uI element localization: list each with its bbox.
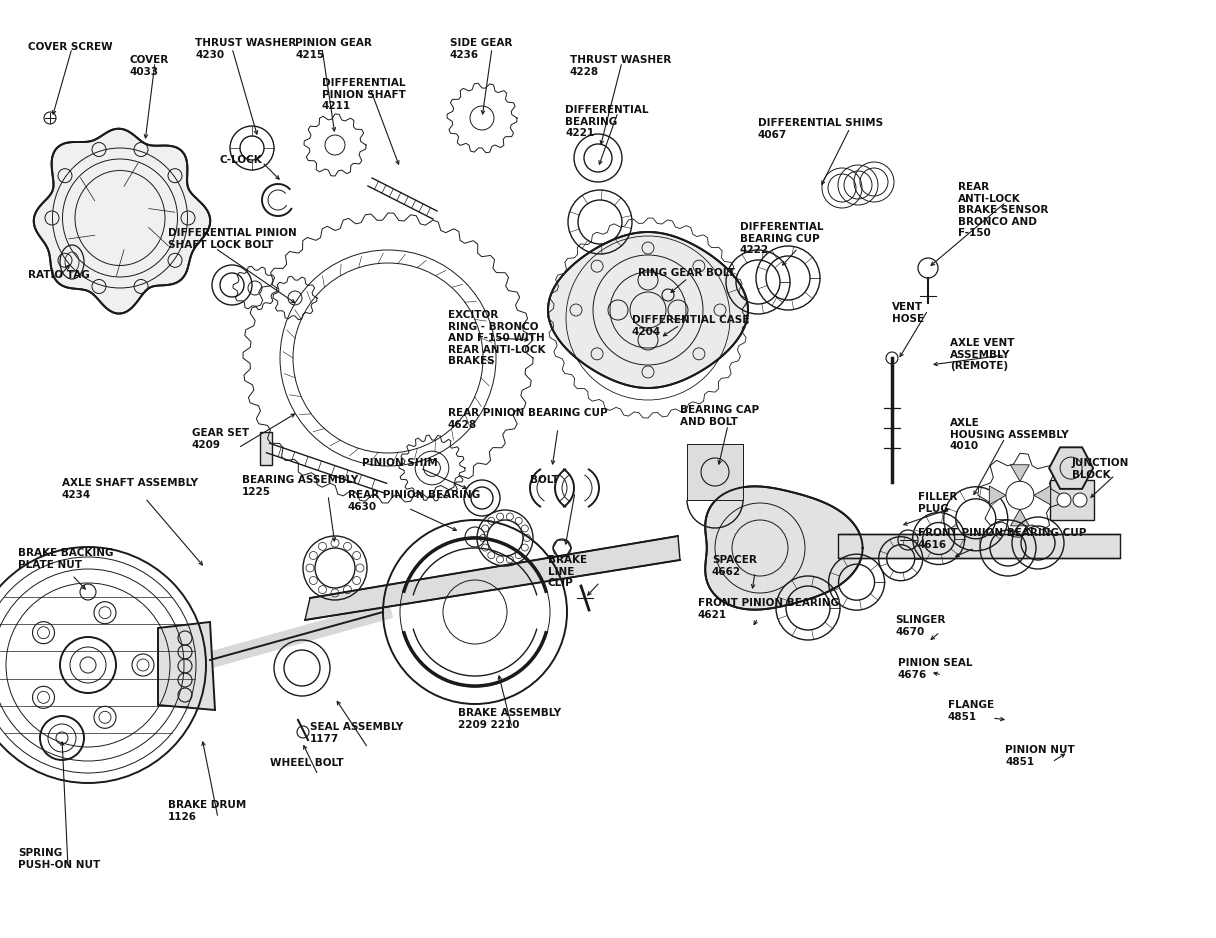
Text: DIFFERENTIAL
BEARING CUP
4222: DIFFERENTIAL BEARING CUP 4222: [741, 222, 823, 255]
Polygon shape: [260, 432, 272, 465]
Circle shape: [1073, 493, 1087, 507]
Text: DIFFERENTIAL CASE
4204: DIFFERENTIAL CASE 4204: [632, 315, 749, 337]
Text: AXLE SHAFT ASSEMBLY
4234: AXLE SHAFT ASSEMBLY 4234: [62, 478, 198, 500]
Text: BOLT: BOLT: [530, 475, 559, 485]
Text: BEARING CAP
AND BOLT: BEARING CAP AND BOLT: [680, 405, 759, 427]
Text: SIDE GEAR
4236: SIDE GEAR 4236: [450, 38, 512, 60]
Text: FRONT PINION BEARING
4621: FRONT PINION BEARING 4621: [698, 598, 839, 620]
Text: RATIO TAG: RATIO TAG: [28, 270, 90, 280]
Text: GEAR SET
4209: GEAR SET 4209: [192, 428, 249, 449]
Text: BEARING ASSEMBLY
1225: BEARING ASSEMBLY 1225: [242, 475, 359, 496]
Text: PINION SEAL
4676: PINION SEAL 4676: [897, 658, 973, 680]
Text: BRAKE DRUM
1126: BRAKE DRUM 1126: [168, 800, 247, 822]
Text: BRAKE ASSEMBLY
2209 2210: BRAKE ASSEMBLY 2209 2210: [458, 708, 561, 730]
Text: REAR PINION BEARING CUP
4628: REAR PINION BEARING CUP 4628: [447, 408, 608, 430]
Circle shape: [1057, 493, 1071, 507]
Text: SEAL ASSEMBLY
1177: SEAL ASSEMBLY 1177: [310, 722, 404, 744]
Polygon shape: [1010, 464, 1030, 481]
Polygon shape: [1034, 486, 1051, 505]
Polygon shape: [1010, 509, 1030, 526]
Text: RING GEAR BOLT: RING GEAR BOLT: [638, 268, 734, 278]
Text: VENT
HOSE: VENT HOSE: [893, 302, 924, 324]
Polygon shape: [1049, 480, 1094, 520]
Text: JUNCTION
BLOCK: JUNCTION BLOCK: [1073, 458, 1130, 479]
Text: DIFFERENTIAL SHIMS
4067: DIFFERENTIAL SHIMS 4067: [758, 118, 883, 140]
Text: EXCITOR
RING - BRONCO
AND F-150 WITH
REAR ANTI-LOCK
BRAKES: EXCITOR RING - BRONCO AND F-150 WITH REA…: [447, 310, 546, 367]
Text: DIFFERENTIAL
BEARING
4221: DIFFERENTIAL BEARING 4221: [565, 105, 648, 138]
Text: REAR PINION BEARING
4630: REAR PINION BEARING 4630: [348, 490, 480, 511]
Polygon shape: [705, 486, 862, 610]
Polygon shape: [990, 486, 1006, 505]
Polygon shape: [158, 622, 215, 710]
Text: FRONT PINION BEARING CUP
4616: FRONT PINION BEARING CUP 4616: [918, 528, 1086, 550]
Text: WHEEL BOLT: WHEEL BOLT: [270, 758, 344, 768]
Polygon shape: [838, 534, 1120, 558]
Text: COVER
4033: COVER 4033: [130, 55, 169, 77]
Polygon shape: [1049, 447, 1093, 489]
Text: AXLE VENT
ASSEMBLY
(REMOTE): AXLE VENT ASSEMBLY (REMOTE): [950, 338, 1014, 371]
Text: C-LOCK: C-LOCK: [220, 155, 263, 165]
Polygon shape: [305, 536, 680, 620]
Text: FLANGE
4851: FLANGE 4851: [948, 700, 995, 721]
Text: REAR
ANTI-LOCK
BRAKE SENSOR
BRONCO AND
F-150: REAR ANTI-LOCK BRAKE SENSOR BRONCO AND F…: [958, 182, 1048, 238]
Text: SLINGER
4670: SLINGER 4670: [895, 615, 945, 637]
Text: SPRING
PUSH-ON NUT: SPRING PUSH-ON NUT: [18, 848, 100, 870]
Text: BRAKE BACKING
PLATE NUT: BRAKE BACKING PLATE NUT: [18, 548, 113, 569]
Polygon shape: [548, 232, 748, 388]
Text: THRUST WASHER
4230: THRUST WASHER 4230: [195, 38, 297, 60]
Text: DIFFERENTIAL PINION
SHAFT LOCK BOLT: DIFFERENTIAL PINION SHAFT LOCK BOLT: [168, 228, 297, 250]
Text: FILLER
PLUG: FILLER PLUG: [918, 492, 957, 514]
Text: AXLE
HOUSING ASSEMBLY
4010: AXLE HOUSING ASSEMBLY 4010: [950, 418, 1069, 451]
Text: COVER SCREW: COVER SCREW: [28, 42, 113, 52]
Text: PINION SHIM: PINION SHIM: [362, 458, 438, 468]
Text: THRUST WASHER
4228: THRUST WASHER 4228: [570, 55, 671, 77]
Text: SPACER
4662: SPACER 4662: [713, 555, 756, 577]
Text: BRAKE
LINE
CLIP: BRAKE LINE CLIP: [548, 555, 587, 588]
Text: PINION GEAR
4215: PINION GEAR 4215: [295, 38, 372, 60]
Text: DIFFERENTIAL
PINION SHAFT
4211: DIFFERENTIAL PINION SHAFT 4211: [322, 78, 406, 112]
Polygon shape: [687, 444, 743, 500]
Polygon shape: [34, 129, 210, 313]
Text: PINION NUT
4851: PINION NUT 4851: [1004, 745, 1075, 766]
